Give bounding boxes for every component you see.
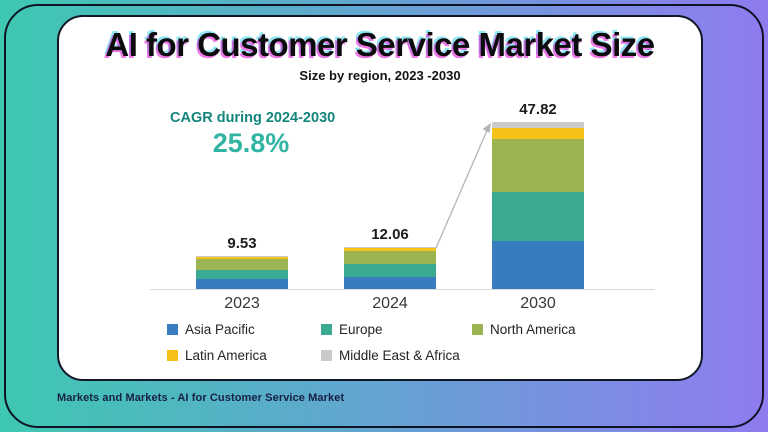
legend-label: Europe — [339, 322, 383, 337]
x-axis-label: 2023 — [224, 295, 260, 312]
bar-segment — [492, 139, 584, 192]
bar-segment — [196, 255, 288, 257]
bar-value-label: 47.82 — [519, 101, 557, 119]
stacked-bar-2030 — [492, 122, 584, 289]
legend-swatch-icon — [167, 324, 178, 335]
x-axis-line — [150, 289, 655, 290]
legend-item: Latin America — [167, 348, 321, 363]
bar-segment — [344, 264, 436, 277]
legend-swatch-icon — [167, 350, 178, 361]
legend-item: Europe — [321, 322, 472, 337]
legend-label: Latin America — [185, 348, 267, 363]
x-axis-label: 2024 — [372, 295, 408, 312]
legend-swatch-icon — [472, 324, 483, 335]
cagr-value: 25.8% — [212, 128, 290, 158]
bar-segment — [492, 241, 584, 289]
bar-segment — [344, 246, 436, 249]
legend-label: North America — [490, 322, 576, 337]
bar-segment — [196, 269, 288, 280]
bar-segment — [492, 128, 584, 139]
chart-card — [57, 15, 703, 381]
legend-swatch-icon — [321, 324, 332, 335]
bar-segment — [492, 122, 584, 129]
legend-item: Middle East & Africa — [321, 348, 472, 363]
bar-segment — [344, 276, 436, 289]
bar-value-label: 9.53 — [227, 234, 257, 252]
bar-segment — [196, 256, 288, 260]
cagr-block: CAGR during 2024-2030 25.8% — [170, 110, 336, 159]
legend-label: Asia Pacific — [185, 322, 255, 337]
legend-swatch-icon — [321, 350, 332, 361]
x-axis-label: 2030 — [520, 295, 556, 312]
bar-segment — [196, 259, 288, 270]
page-title: AI for Customer Service Market Size — [105, 26, 655, 63]
bar-value-label: 12.06 — [371, 225, 409, 243]
bar-segment — [492, 191, 584, 242]
cagr-label: CAGR during 2024-2030 — [170, 110, 336, 126]
bar-segment — [196, 279, 288, 289]
footer-source: Markets and Markets - AI for Customer Se… — [57, 392, 345, 404]
stacked-bar-2023 — [196, 255, 288, 289]
bar-segment — [344, 248, 436, 252]
stacked-bar-2024 — [344, 246, 436, 289]
legend: Asia Pacific Europe North America Latin Ame… — [167, 322, 576, 363]
bar-segment — [344, 251, 436, 265]
legend-label: Middle East & Africa — [339, 348, 460, 363]
page-subtitle: Size by region, 2023 -2030 — [299, 68, 461, 83]
legend-item: North America — [472, 322, 576, 337]
legend-item: Asia Pacific — [167, 322, 321, 337]
